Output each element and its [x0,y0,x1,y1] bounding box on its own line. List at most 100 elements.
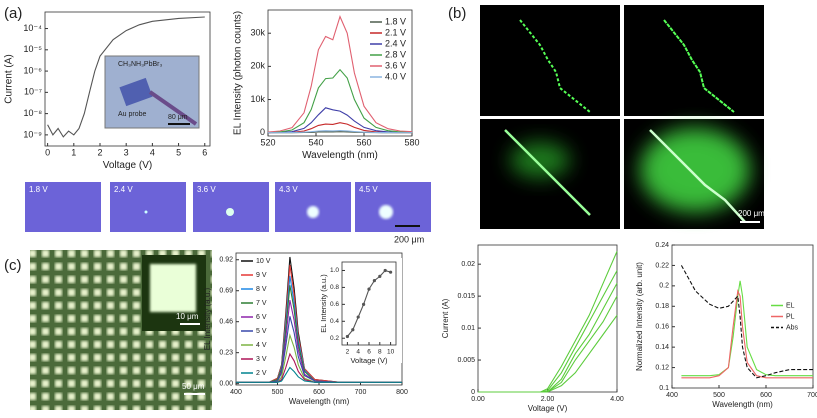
legend-label: 3 V [256,356,267,363]
plot-frame [477,244,618,393]
series-line [680,265,813,379]
x-tick-label: 580 [404,137,419,147]
plot-frame [267,9,413,137]
x-axis-label: Wavelength (nm) [289,397,350,406]
scale-label: 200 μm [394,234,424,244]
series-line [236,316,402,383]
scale-label: 200 μm [738,209,765,218]
x-tick-label: 6 [367,349,371,356]
x-tick-label: 4 [356,349,360,356]
panel-label: (c) [4,257,22,274]
series-line [236,265,402,383]
y-tick-label: 0.02 [461,261,475,268]
series-line [267,68,413,133]
y-tick-label: 10⁻⁸ [23,108,42,118]
y-tick-label: 0.14 [655,344,669,351]
data-point [362,302,366,306]
x-tick-label: 500 [713,392,725,399]
scale-label: 80 μm [168,114,188,121]
x-axis-label: Wavelength (nm) [712,400,773,409]
legend-label: 10 V [256,258,271,265]
series-line [268,129,412,134]
image-label: 2.4 V [114,185,133,194]
legend-label: 2.4 V [385,38,406,48]
x-axis-label: Wavelength (nm) [302,150,378,161]
image-label: 1.8 V [29,185,48,194]
image-label: 4.3 V [279,185,298,194]
y-tick-label: 0 [471,389,475,396]
legend-label: 9 V [256,272,267,279]
y-tick-label: 0.6 [330,301,339,308]
y-tick-label: 0.2 [330,335,339,342]
series-line [267,107,413,134]
y-tick-label: 10⁻⁹ [23,129,42,139]
legend-label: 1.8 V [385,16,406,26]
series-line [236,366,402,383]
y-tick-label: 0.8 [330,284,339,291]
y-axis-label: Current (A) [4,54,15,103]
y-tick-label: 0.24 [655,242,669,249]
x-tick-label: 560 [356,137,371,147]
data-point [356,315,360,319]
y-tick-label: 0.92 [219,257,233,264]
x-tick-label: 700 [807,392,817,399]
device-photo: CH₃NH₃PbBr₃ Au probe 80 μm [104,55,200,129]
y-tick-label: 10⁻⁷ [24,87,42,97]
x-axis-label: Voltage (V) [350,356,388,365]
y-tick-label: 0.16 [655,324,669,331]
legend-label: 2 V [256,370,267,377]
legend-label: PL [786,313,795,320]
y-tick-label: 30k [250,28,265,38]
y-tick-label: 20k [250,61,265,71]
micrographs: 200 μm [480,5,765,229]
scale-label: 10 μm [176,312,199,321]
y-tick-label: 0.12 [655,364,669,371]
legend-label: 7 V [256,300,267,307]
x-tick-label: 2 [346,349,350,356]
y-axis-label: EL Intensity (photon counts) [233,11,244,135]
x-tick-label: 2 [97,147,102,157]
x-tick-label: 400 [230,389,242,396]
array-image: 10 μm 50 μm [30,250,212,410]
series-line [478,314,618,393]
x-tick-label: 600 [760,392,772,399]
y-tick-label: 10⁻⁶ [24,65,43,75]
data-point [367,287,371,291]
series-line [681,280,813,377]
y-tick-label: 0.1 [659,385,669,392]
x-axis-label: Voltage (V) [103,160,152,171]
plot-frame [44,11,211,147]
plot-frame [671,244,814,389]
y-tick-label: 0.2 [659,283,669,290]
voltage-images: 1.8 V 2.4 V 3.6 V 4.3 V 4.5 V 200 μm [25,182,431,244]
legend-label: 6 V [256,314,267,321]
x-tick-label: 5 [176,147,181,157]
x-tick-label: 2.00 [541,396,555,403]
legend-label: 8 V [256,286,267,293]
x-tick-label: 6 [202,147,207,157]
x-axis-label: Voltage (V) [528,404,568,413]
legend-label: 5 V [256,328,267,335]
x-tick-label: 800 [396,389,408,396]
y-tick-label: 10⁻⁴ [23,23,42,33]
y-tick-label: 0.015 [457,293,475,300]
y-tick-label: 10k [250,94,265,104]
legend-label: EL [786,302,795,309]
y-tick-label: 0.01 [461,325,475,332]
data-point [383,268,387,273]
x-tick-label: 0 [45,147,50,157]
y-tick-label: 0.00 [219,380,233,387]
legend-label: 4 V [256,342,267,349]
legend-label: 3.6 V [385,60,406,70]
y-tick-label: 0.4 [330,318,339,325]
image-label: 4.5 V [359,185,378,194]
inset-text: Au probe [118,111,147,118]
data-point [351,328,355,332]
legend-label: 4.0 V [385,71,406,81]
x-tick-label: 540 [308,137,323,147]
y-axis-label: EL Intensity (a.u.) [203,287,212,350]
data-point [372,279,376,283]
x-tick-label: 1 [71,147,76,157]
y-tick-label: 10⁻⁵ [24,44,43,54]
y-tick-label: 1.0 [330,267,339,274]
